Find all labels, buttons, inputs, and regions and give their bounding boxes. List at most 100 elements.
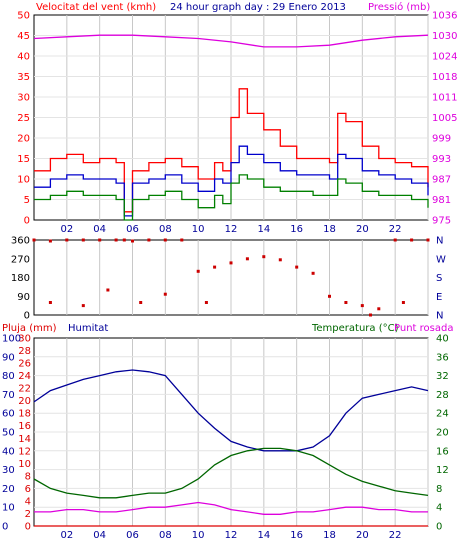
right-y-tick-label: 993 <box>432 154 451 165</box>
left-y-tick-label: 0 <box>24 216 30 227</box>
rain-tick-label: 0 <box>25 522 31 533</box>
left-y-tick-label: 25 <box>17 113 30 124</box>
series-pressure <box>33 34 429 48</box>
left-y-tick-label: 15 <box>17 154 30 165</box>
rain-tick-label: 30 <box>18 334 31 345</box>
left-y-tick-label: 30 <box>17 93 30 104</box>
direction-point <box>139 301 143 304</box>
series-wind-minimum <box>34 174 429 221</box>
left-y-tick-label: 35 <box>17 72 30 83</box>
left-y-tick-label: 180 <box>11 273 30 284</box>
left-y-tick-label: 40 <box>17 52 30 63</box>
direction-point <box>278 258 282 262</box>
x-tick-label: 06 <box>126 530 139 541</box>
rain-tick-label: 26 <box>18 359 31 370</box>
x-tick-label: 16 <box>290 224 303 235</box>
right-y-tick-label: 1030 <box>432 31 457 42</box>
x-tick-label: 10 <box>192 224 205 235</box>
left-y-tick-label: 270 <box>11 254 30 265</box>
right-y-tick-label: S <box>436 273 442 284</box>
rain-tick-label: 4 <box>25 496 31 507</box>
humidity-tick-label: 100 <box>2 334 21 345</box>
direction-point <box>106 288 110 292</box>
rain-tick-label: 22 <box>18 384 31 395</box>
rain-tick-label: 20 <box>18 396 31 407</box>
rain-tick-label: 16 <box>18 421 31 432</box>
x-tick-label: 16 <box>290 530 303 541</box>
humidity-tick-label: 40 <box>2 446 15 457</box>
x-tick-label: 08 <box>159 224 172 235</box>
right-y-tick-label: 1011 <box>432 93 457 104</box>
humidity-tick-label: 90 <box>2 352 15 363</box>
direction-point <box>410 238 414 242</box>
right-y-tick-label: 981 <box>432 195 451 206</box>
right-y-tick-label: 975 <box>432 216 451 227</box>
series-humidity <box>33 369 429 452</box>
rain-tick-label: 10 <box>18 459 31 470</box>
humidity-tick-label: 20 <box>2 484 15 495</box>
right-y-tick-label: 24 <box>436 409 449 420</box>
humidity-tick-label: 80 <box>2 371 15 382</box>
right-y-tick-label: 1005 <box>432 113 457 124</box>
humidity-tick-label: 10 <box>2 503 15 514</box>
right-y-tick-label: 0 <box>436 522 442 533</box>
direction-panel-grid <box>66 240 429 315</box>
wind-panel-axes: 0 5 10 15 20 25 30 35 40 45 50 975 981 987 993 999 1005 1… <box>17 11 457 227</box>
right-y-tick-label: 32 <box>436 371 449 382</box>
right-y-tick-label: 999 <box>432 134 451 145</box>
x-tick-label: 04 <box>93 530 106 541</box>
right-y-tick-label: 1024 <box>432 52 457 63</box>
left-y-tick-label: 20 <box>17 134 30 145</box>
direction-point <box>180 238 184 242</box>
left-y-tick-label: 0 <box>24 311 30 322</box>
rain-tick-label: 6 <box>25 484 31 495</box>
direction-point <box>328 294 331 298</box>
chart-title: 24 hour graph day : 29 Enero 2013 <box>170 2 346 13</box>
right-y-tick-label: 36 <box>436 352 449 363</box>
x-tick-label: 18 <box>323 530 336 541</box>
rain-tick-label: 12 <box>18 446 31 457</box>
humidity-panel-grid: 02 04 06 08 10 12 14 16 18 20 22 <box>34 338 429 541</box>
right-y-tick-label: 28 <box>436 390 449 401</box>
direction-point <box>245 257 249 261</box>
left-y-tick-label: 45 <box>17 31 30 42</box>
direction-point <box>81 304 85 308</box>
x-tick-label: 02 <box>60 224 73 235</box>
direction-point <box>262 255 266 259</box>
x-tick-label: 02 <box>60 530 73 541</box>
left-y-tick-label: 90 <box>17 292 30 303</box>
direction-point <box>48 239 52 243</box>
x-tick-label: 18 <box>323 224 336 235</box>
x-tick-label: 22 <box>389 224 402 235</box>
x-tick-label: 22 <box>389 530 402 541</box>
direction-point <box>65 238 69 242</box>
direction-point <box>426 238 430 242</box>
right-y-tick-label: W <box>436 254 446 265</box>
right-y-tick-label: 20 <box>436 428 449 439</box>
rain-tick-label: 2 <box>25 509 31 520</box>
direction-point <box>377 307 381 311</box>
right-y-tick-label: 40 <box>436 334 449 345</box>
series-wind-average <box>34 145 429 217</box>
direction-point <box>360 304 364 308</box>
direction-point <box>32 238 36 242</box>
direction-point <box>369 313 372 317</box>
humidity-tick-label: 50 <box>2 428 15 439</box>
direction-point <box>48 301 52 304</box>
x-tick-label: 14 <box>257 530 270 541</box>
left-y-tick-label: 360 <box>11 236 30 247</box>
direction-point <box>204 301 208 304</box>
series-temperature <box>33 447 429 499</box>
direction-point <box>163 238 167 242</box>
x-tick-label: 10 <box>192 530 205 541</box>
direction-point <box>131 239 134 243</box>
temperature-axis-label: Temperatura (°C) <box>311 323 399 334</box>
direction-point <box>295 265 299 269</box>
right-y-tick-label: 987 <box>432 175 451 186</box>
rain-tick-label: 8 <box>25 471 31 482</box>
series-wind-gust <box>34 88 429 213</box>
humidity-tick-label: 30 <box>2 465 15 476</box>
humidity-panel-series <box>33 369 429 527</box>
humidity-tick-label: 60 <box>2 409 15 420</box>
